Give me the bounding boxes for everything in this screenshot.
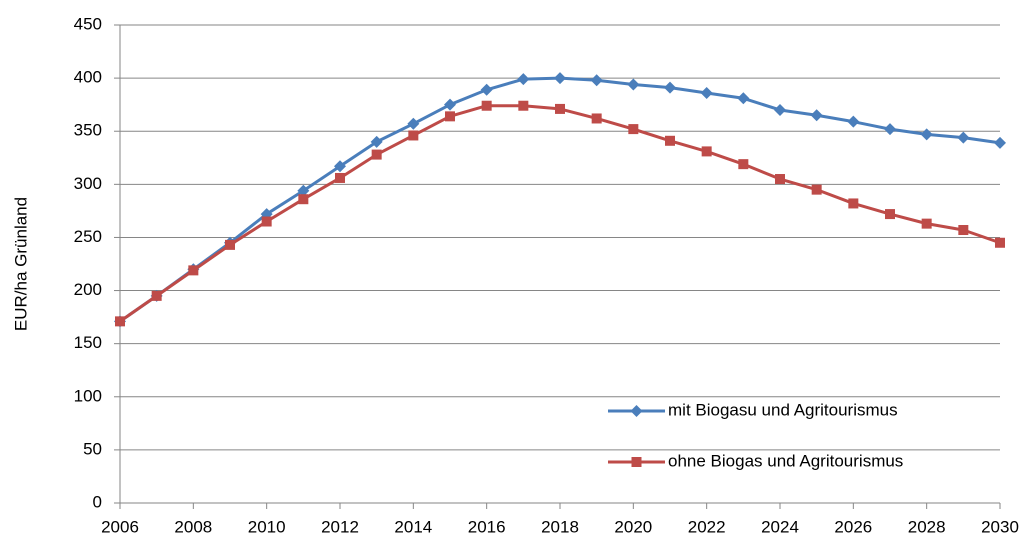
point bbox=[517, 73, 530, 86]
x-tick-label: 2018 bbox=[541, 517, 579, 536]
series-line bbox=[119, 104, 1001, 323]
point bbox=[628, 124, 639, 135]
y-tick-label: 350 bbox=[74, 121, 102, 140]
y-tick-label: 400 bbox=[74, 68, 102, 87]
legend-label: mit Biogasu und Agritourismus bbox=[668, 400, 898, 419]
y-tick-label: 250 bbox=[74, 227, 102, 246]
point bbox=[885, 209, 895, 220]
y-tick-label: 0 bbox=[93, 492, 102, 511]
point bbox=[774, 103, 786, 116]
point bbox=[994, 136, 1006, 149]
point bbox=[480, 83, 493, 96]
point bbox=[920, 128, 933, 141]
point bbox=[445, 111, 455, 122]
point bbox=[811, 184, 822, 195]
point bbox=[957, 131, 970, 144]
x-tick-label: 2028 bbox=[908, 517, 946, 536]
point bbox=[848, 198, 859, 209]
point bbox=[700, 86, 713, 99]
point bbox=[334, 160, 346, 173]
x-tick-label: 2016 bbox=[468, 517, 506, 536]
point bbox=[995, 237, 1005, 248]
x-tick-label: 2012 bbox=[321, 517, 359, 536]
point bbox=[298, 194, 309, 205]
x-tick-label: 2030 bbox=[981, 517, 1019, 536]
point bbox=[664, 81, 676, 94]
point bbox=[335, 172, 345, 183]
y-axis-label: EUR/ha Grünland bbox=[11, 197, 30, 331]
point bbox=[261, 216, 272, 227]
point bbox=[884, 123, 896, 136]
point bbox=[775, 174, 785, 185]
point bbox=[958, 225, 969, 236]
y-tick-label: 100 bbox=[74, 386, 102, 405]
point bbox=[151, 290, 162, 301]
point bbox=[371, 149, 382, 160]
point bbox=[921, 218, 932, 229]
point bbox=[738, 159, 749, 170]
y-tick-label: 200 bbox=[74, 280, 102, 299]
x-tick-label: 2010 bbox=[248, 517, 286, 536]
point bbox=[555, 103, 565, 114]
point bbox=[591, 113, 602, 124]
legend-marker bbox=[631, 457, 642, 467]
x-tick-label: 2006 bbox=[101, 517, 139, 536]
point bbox=[554, 72, 566, 85]
x-tick-label: 2022 bbox=[688, 517, 726, 536]
point bbox=[590, 74, 603, 87]
point bbox=[665, 135, 675, 146]
y-tick-label: 150 bbox=[74, 333, 102, 352]
x-tick-label: 2024 bbox=[761, 517, 799, 536]
point bbox=[810, 109, 823, 122]
point bbox=[297, 184, 310, 197]
legend-marker bbox=[630, 405, 643, 417]
point bbox=[188, 265, 199, 276]
point bbox=[407, 117, 420, 130]
legend-label: ohne Biogas und Agritourismus bbox=[668, 451, 903, 470]
point bbox=[370, 135, 383, 148]
point bbox=[115, 316, 125, 327]
point bbox=[481, 100, 492, 111]
point bbox=[408, 130, 419, 141]
point bbox=[518, 100, 529, 111]
x-tick-label: 2026 bbox=[834, 517, 872, 536]
x-tick-label: 2008 bbox=[174, 517, 212, 536]
x-tick-label: 2014 bbox=[394, 517, 432, 536]
point bbox=[701, 146, 712, 157]
y-tick-label: 50 bbox=[83, 439, 102, 458]
point bbox=[627, 78, 640, 91]
point bbox=[737, 92, 750, 105]
point bbox=[444, 98, 456, 111]
y-tick-label: 450 bbox=[74, 14, 102, 33]
x-tick-label: 2020 bbox=[614, 517, 652, 536]
point bbox=[225, 239, 235, 250]
y-tick-label: 300 bbox=[74, 174, 102, 193]
series-line bbox=[119, 76, 1001, 323]
point bbox=[847, 115, 860, 128]
